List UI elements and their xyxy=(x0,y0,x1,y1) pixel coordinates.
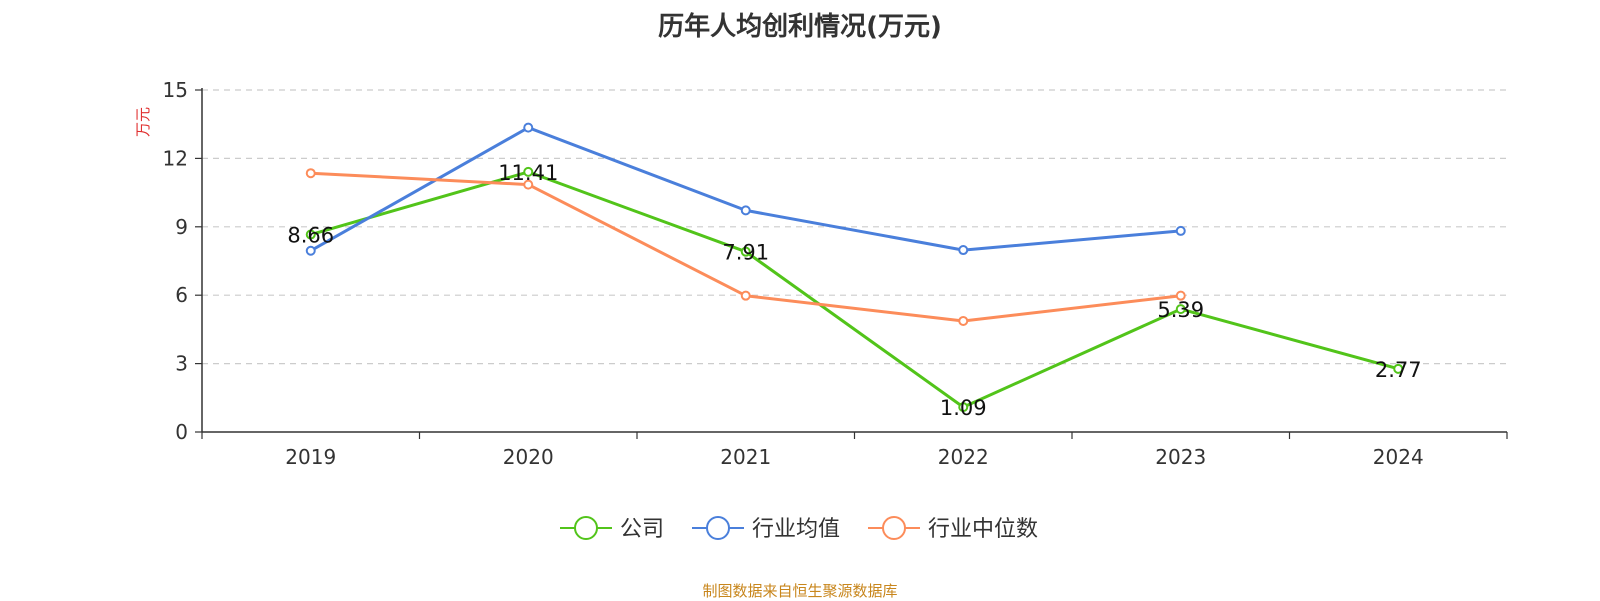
data-point xyxy=(958,402,969,413)
y-tick-label: 6 xyxy=(175,283,188,307)
y-tick-label: 9 xyxy=(175,215,188,239)
data-point xyxy=(305,229,316,240)
series-line-0 xyxy=(310,170,1399,409)
chart-title: 历年人均创利情况(万元) xyxy=(658,12,942,42)
data-point xyxy=(740,205,751,216)
data-label: 8.66 xyxy=(287,224,334,248)
data-point xyxy=(523,166,534,177)
data-point xyxy=(958,315,969,326)
y-axis-title: 万元 xyxy=(134,107,152,137)
data-point xyxy=(958,245,969,256)
data-label: 7.91 xyxy=(722,241,769,265)
x-tick-label: 2024 xyxy=(1373,445,1424,469)
legend-marker xyxy=(574,516,598,540)
y-tick-label: 15 xyxy=(163,78,188,102)
data-label: 2.77 xyxy=(1375,358,1422,382)
data-label: 1.09 xyxy=(940,396,987,420)
data-point xyxy=(1175,225,1186,236)
data-point xyxy=(1393,363,1404,374)
legend-marker xyxy=(706,516,730,540)
data-point xyxy=(1175,304,1186,315)
legend-label: 行业均值 xyxy=(752,517,840,542)
x-tick-label: 2020 xyxy=(503,445,554,469)
data-label: 5.39 xyxy=(1157,298,1204,322)
data-point xyxy=(523,179,534,190)
x-tick-label: 2022 xyxy=(938,445,989,469)
y-tick-label: 3 xyxy=(175,352,188,376)
legend-marker xyxy=(882,516,906,540)
data-point xyxy=(740,290,751,301)
x-tick-label: 2021 xyxy=(720,445,771,469)
series-line-1 xyxy=(310,126,1181,253)
y-tick-label: 12 xyxy=(163,146,188,170)
data-point xyxy=(305,168,316,179)
legend-label: 行业中位数 xyxy=(928,517,1038,542)
source-note: 制图数据来自恒生聚源数据库 xyxy=(702,582,898,600)
data-point xyxy=(305,245,316,256)
data-point xyxy=(1175,290,1186,301)
x-tick-label: 2023 xyxy=(1155,445,1206,469)
data-point xyxy=(523,122,534,133)
y-tick-label: 0 xyxy=(175,420,188,444)
data-label: 11.41 xyxy=(498,161,558,185)
x-tick-label: 2019 xyxy=(285,445,336,469)
data-point xyxy=(740,246,751,257)
legend-label: 公司 xyxy=(620,517,664,542)
